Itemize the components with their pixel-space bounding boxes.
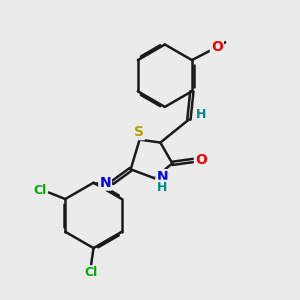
Text: N: N: [99, 176, 111, 190]
Text: S: S: [134, 125, 144, 139]
Text: O: O: [195, 153, 207, 167]
Text: O: O: [211, 40, 223, 54]
Text: Cl: Cl: [33, 184, 46, 196]
Text: Cl: Cl: [85, 266, 98, 279]
Text: H: H: [196, 108, 207, 121]
Text: N: N: [156, 170, 168, 184]
Text: H: H: [157, 181, 167, 194]
